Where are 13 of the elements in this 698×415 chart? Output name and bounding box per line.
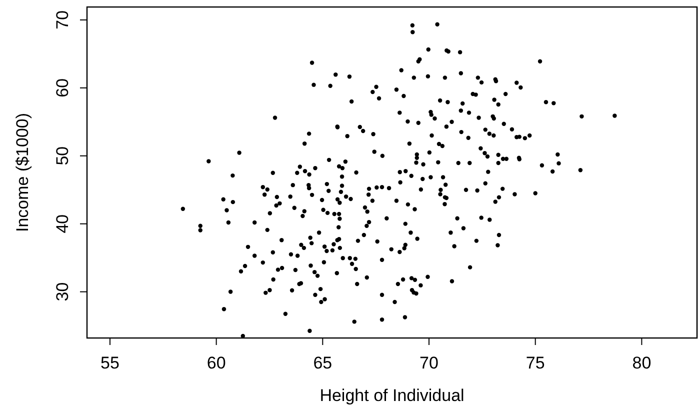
x-tick-label: 55 xyxy=(100,353,120,372)
y-tick-label: 40 xyxy=(53,214,72,234)
y-tick-label: 60 xyxy=(53,78,72,98)
y-tick-label: 50 xyxy=(53,146,72,166)
x-tick-label: 70 xyxy=(420,353,438,372)
x-tick-label: 65 xyxy=(313,353,332,372)
x-tick-label: 80 xyxy=(632,353,652,372)
y-axis-title: Income ($1000) xyxy=(13,112,32,232)
x-axis-title: Height of Individual xyxy=(320,386,464,405)
x-tick-label: 75 xyxy=(526,353,545,372)
y-tick-label: 30 xyxy=(53,282,72,302)
y-tick-label: 70 xyxy=(53,10,72,30)
x-tick-label: 60 xyxy=(206,353,226,372)
